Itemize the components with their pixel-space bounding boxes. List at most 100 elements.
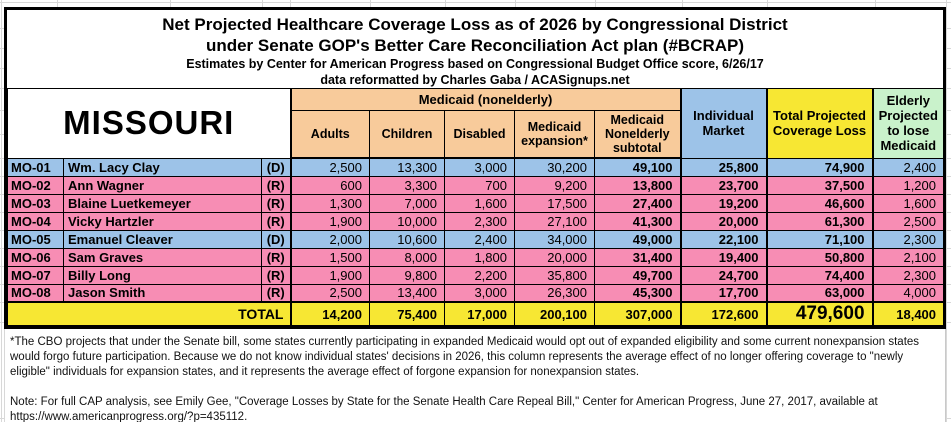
individual-market-value: 19,400 <box>679 247 768 267</box>
total-row: TOTAL 14,200 75,400 17,000 200,100 307,0… <box>7 301 945 326</box>
children-value: 10,600 <box>369 229 445 249</box>
party-cell: (R) <box>261 283 291 303</box>
children-value: 13,300 <box>369 157 445 177</box>
col-header-children: Children <box>369 109 445 159</box>
col-header-medicaid-subtotal: Medicaid Nonelderly subtotal <box>593 109 682 159</box>
total-children: 75,400 <box>369 301 445 326</box>
adults-value: 2,000 <box>289 229 370 249</box>
children-value: 13,400 <box>369 283 445 303</box>
sheet-area: Net Projected Healthcare Coverage Loss a… <box>4 7 946 422</box>
district-cell: MO-03 <box>7 193 64 213</box>
medicaid-subtotal-value: 49,100 <box>593 157 682 177</box>
total-loss-value: 74,400 <box>765 265 874 285</box>
adults-value: 1,300 <box>289 193 370 213</box>
individual-market-value: 19,200 <box>679 193 768 213</box>
title-line-2: under Senate GOP's Better Care Reconcili… <box>205 36 745 55</box>
elderly-value: 2,500 <box>871 211 945 231</box>
total-loss-value: 63,000 <box>765 283 874 303</box>
disabled-value: 3,000 <box>444 157 515 177</box>
col-header-disabled: Disabled <box>444 109 515 159</box>
elderly-value: 2,400 <box>871 157 945 177</box>
expansion-value: 20,000 <box>514 247 595 267</box>
individual-market-value: 17,700 <box>679 283 768 303</box>
disabled-value: 2,400 <box>444 229 515 249</box>
col-group-medicaid-nonelderly: Medicaid (nonelderly) <box>289 89 682 111</box>
party-cell: (R) <box>261 265 291 285</box>
representative-name: Wm. Lacy Clay <box>63 157 262 177</box>
adults-value: 1,500 <box>289 247 370 267</box>
party-cell: (R) <box>261 211 291 231</box>
total-individual-market: 172,600 <box>679 301 768 326</box>
representative-name: Sam Graves <box>63 247 262 267</box>
disabled-value: 1,600 <box>444 193 515 213</box>
party-cell: (R) <box>261 193 291 213</box>
table-row: MO-08 Jason Smith (R) 2,500 13,400 3,000… <box>7 283 945 303</box>
coverage-loss-table: MISSOURI Medicaid (nonelderly) Individua… <box>7 89 945 326</box>
medicaid-subtotal-value: 13,800 <box>593 175 682 195</box>
disabled-value: 2,300 <box>444 211 515 231</box>
representative-name: Billy Long <box>63 265 262 285</box>
col-header-medicaid-expansion: Medicaid expansion* <box>514 109 595 159</box>
total-loss-value: 37,500 <box>765 175 874 195</box>
medicaid-subtotal-value: 45,300 <box>593 283 682 303</box>
individual-market-value: 22,100 <box>679 229 768 249</box>
title-credit-line: data reformatted by Charles Gaba / ACASi… <box>320 73 630 87</box>
expansion-value: 30,200 <box>514 157 595 177</box>
disabled-value: 2,200 <box>444 265 515 285</box>
adults-value: 2,500 <box>289 283 370 303</box>
total-elderly: 18,400 <box>871 301 945 326</box>
elderly-value: 2,300 <box>871 265 945 285</box>
district-cell: MO-07 <box>7 265 64 285</box>
district-cell: MO-02 <box>7 175 64 195</box>
children-value: 3,300 <box>369 175 445 195</box>
total-loss-value: 74,900 <box>765 157 874 177</box>
adults-value: 2,500 <box>289 157 370 177</box>
total-loss-value: 50,800 <box>765 247 874 267</box>
party-cell: (D) <box>261 157 291 177</box>
district-cell: MO-04 <box>7 211 64 231</box>
children-value: 9,800 <box>369 265 445 285</box>
total-expansion: 200,100 <box>514 301 595 326</box>
table-title-block: Net Projected Healthcare Coverage Loss a… <box>7 10 943 89</box>
col-header-total-projected-loss: Total Projected Coverage Loss <box>765 89 874 159</box>
elderly-value: 2,100 <box>871 247 945 267</box>
total-disabled: 17,000 <box>444 301 515 326</box>
individual-market-value: 24,700 <box>679 265 768 285</box>
expansion-value: 27,100 <box>514 211 595 231</box>
total-adults: 14,200 <box>289 301 370 326</box>
title-source-line: Estimates by Center for American Progres… <box>186 57 764 71</box>
medicaid-subtotal-value: 41,300 <box>593 211 682 231</box>
expansion-value: 26,300 <box>514 283 595 303</box>
disabled-value: 1,800 <box>444 247 515 267</box>
medicaid-subtotal-value: 49,700 <box>593 265 682 285</box>
representative-name: Blaine Luetkemeyer <box>63 193 262 213</box>
expansion-value: 9,200 <box>514 175 595 195</box>
disabled-value: 3,000 <box>444 283 515 303</box>
medicaid-subtotal-value: 31,400 <box>593 247 682 267</box>
expansion-footnote: *The CBO projects that under the Senate … <box>10 336 920 378</box>
table-row: MO-07 Billy Long (R) 1,900 9,800 2,200 3… <box>7 265 945 285</box>
district-cell: MO-05 <box>7 229 64 249</box>
title-line-1: Net Projected Healthcare Coverage Loss a… <box>162 15 788 34</box>
expansion-value: 34,000 <box>514 229 595 249</box>
elderly-value: 2,300 <box>871 229 945 249</box>
table-row: MO-01 Wm. Lacy Clay (D) 2,500 13,300 3,0… <box>7 157 945 177</box>
children-value: 8,000 <box>369 247 445 267</box>
adults-value: 1,900 <box>289 211 370 231</box>
col-header-elderly-medicaid: Elderly Projected to lose Medicaid <box>871 89 945 159</box>
elderly-value: 4,000 <box>871 283 945 303</box>
coverage-loss-table-box: Net Projected Healthcare Coverage Loss a… <box>4 7 946 329</box>
total-label: TOTAL <box>7 301 291 326</box>
representative-name: Emanuel Cleaver <box>63 229 262 249</box>
total-loss-value: 71,100 <box>765 229 874 249</box>
individual-market-value: 25,800 <box>679 157 768 177</box>
district-cell: MO-08 <box>7 283 64 303</box>
col-header-individual-market: Individual Market <box>679 89 768 159</box>
col-header-adults: Adults <box>289 109 370 159</box>
total-loss-value: 46,600 <box>765 193 874 213</box>
table-row: MO-05 Emanuel Cleaver (D) 2,000 10,600 2… <box>7 229 945 249</box>
party-cell: (D) <box>261 229 291 249</box>
adults-value: 600 <box>289 175 370 195</box>
elderly-value: 1,200 <box>871 175 945 195</box>
